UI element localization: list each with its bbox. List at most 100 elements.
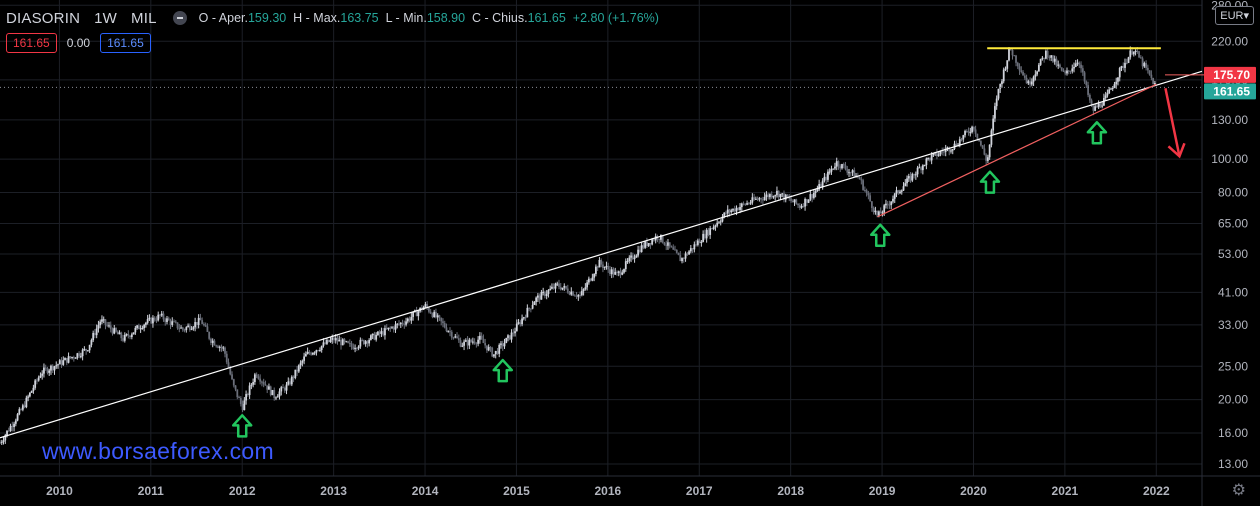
candle-body-615: [1080, 64, 1082, 69]
candle-body-35: [60, 360, 63, 365]
candle-body-438: [769, 194, 771, 198]
candle-body-225: [394, 324, 397, 330]
candle-body-169: [296, 369, 298, 372]
symbol-name[interactable]: DIASORIN: [6, 9, 81, 27]
candle-body-219: [384, 328, 386, 336]
candle-body-583: [1023, 75, 1026, 78]
up-arrow-icon-3: [979, 170, 1001, 194]
candle-body-237: [415, 310, 418, 317]
candle-body-616: [1081, 68, 1084, 73]
candle-body-458: [804, 199, 806, 207]
candle-body-201: [352, 346, 355, 350]
candle-body-453: [795, 199, 798, 204]
currency-button[interactable]: EUR▾: [1215, 6, 1254, 25]
candle-body-459: [805, 199, 808, 203]
candle-body-474: [832, 168, 835, 170]
minus-icon[interactable]: [172, 11, 187, 25]
candle-body-316: [554, 283, 557, 289]
candle-body-230: [403, 324, 406, 326]
candle-body-417: [732, 208, 734, 211]
candle-body-196: [343, 339, 346, 342]
candle-body-432: [758, 198, 761, 200]
candle-body-529: [928, 157, 931, 161]
candle-body-17: [28, 392, 31, 397]
candle-body-107: [187, 325, 189, 328]
candle-body-533: [936, 152, 938, 157]
candle-body-399: [700, 241, 703, 244]
candle-body-221: [387, 327, 390, 330]
candle-body-421: [739, 207, 741, 210]
sell-price-box[interactable]: 161.65: [6, 33, 57, 53]
candle-body-319: [559, 286, 562, 290]
candle-body-587: [1030, 81, 1033, 85]
candle-body-614: [1078, 62, 1081, 65]
candle-body-585: [1027, 81, 1030, 84]
candle-body-632: [1110, 88, 1112, 90]
price-label-bg-0: [1204, 66, 1256, 83]
candle-body-7: [11, 425, 14, 428]
candle-body-352: [617, 271, 620, 273]
interval-label[interactable]: 1W: [94, 9, 118, 27]
candle-body-213: [373, 333, 376, 340]
candle-body-409: [718, 222, 720, 224]
candle-body-247: [433, 311, 436, 318]
candle-body-250: [438, 315, 441, 318]
candle-body-428: [751, 197, 754, 203]
candle-body-251: [440, 317, 443, 322]
candle-body-156: [273, 390, 276, 399]
y-tick-label-13: 13.00: [1218, 457, 1248, 471]
candle-body-606: [1064, 71, 1067, 74]
candle-body-120: [210, 338, 212, 343]
x-tick-label-4: 2014: [412, 484, 439, 498]
candle-body-58: [101, 319, 103, 322]
candle-body-280: [491, 347, 494, 357]
watermark-text: www.borsaeforex.com: [42, 438, 274, 464]
candle-body-534: [937, 154, 940, 157]
candle-body-136: [238, 397, 240, 399]
buy-price-box[interactable]: 161.65: [100, 33, 151, 53]
candle-body-298: [522, 317, 525, 319]
candle-body-420: [737, 207, 740, 210]
candle-body-354: [621, 272, 624, 275]
candle-body-121: [211, 340, 214, 343]
candle-body-275: [482, 338, 485, 344]
candle-body-273: [478, 335, 481, 340]
candle-body-321: [563, 285, 566, 288]
candle-body-92: [160, 313, 163, 316]
candle-body-288: [505, 337, 508, 344]
candle-body-575: [1009, 48, 1012, 50]
candle-body-388: [681, 258, 683, 262]
candle-body-324: [568, 292, 571, 295]
candle-body-491: [862, 180, 864, 190]
candle-body-151: [264, 384, 267, 386]
candle-body-304: [533, 301, 536, 305]
candle-body-548: [962, 135, 965, 140]
candle-body-461: [809, 194, 812, 200]
candle-body-300: [526, 307, 529, 318]
candle-body-124: [217, 346, 219, 348]
candle-body-472: [828, 171, 831, 173]
candle-body-227: [398, 323, 400, 325]
candle-body-645: [1132, 51, 1135, 55]
candle-body-135: [236, 389, 239, 398]
candle-body-145: [253, 374, 256, 383]
candle-body-600: [1053, 58, 1056, 62]
candle-body-363: [637, 249, 639, 256]
candle-body-51: [88, 344, 91, 351]
candle-body-437: [767, 194, 770, 198]
candle-body-53: [92, 332, 95, 341]
candle-body-265: [464, 340, 467, 342]
close-label: C - Chius.: [472, 11, 528, 25]
candle-body-457: [802, 205, 805, 207]
candle-body-394: [691, 248, 694, 250]
candle-body-605: [1062, 70, 1065, 72]
candle-body-578: [1015, 55, 1017, 63]
candle-body-48: [83, 349, 86, 351]
candle-body-261: [457, 338, 460, 341]
candle-body-150: [262, 382, 265, 385]
candle-body-642: [1127, 57, 1130, 63]
candle-body-66: [115, 327, 117, 332]
candle-body-98: [171, 321, 174, 325]
gear-icon[interactable]: ⚙: [1231, 482, 1246, 499]
